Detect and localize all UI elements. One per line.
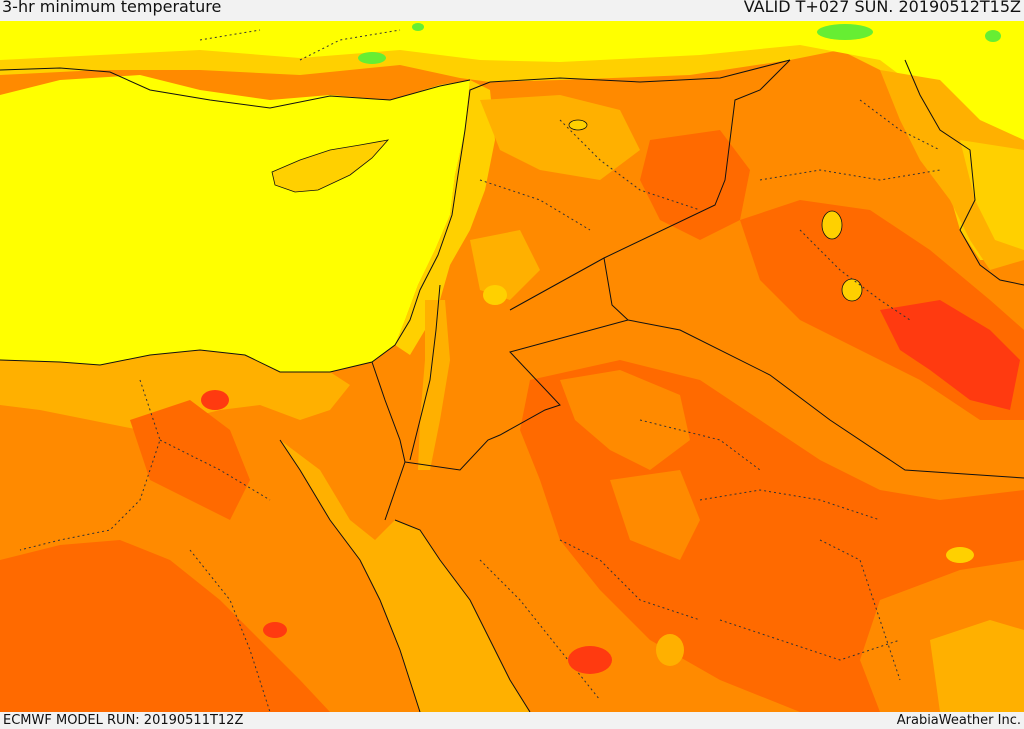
red-sea-stroke: [279, 439, 421, 712]
hot-spot-2: [568, 646, 612, 674]
border-syria-iraq: [509, 59, 791, 311]
green-patch-4: [412, 23, 424, 31]
egypt-red-2: [130, 400, 250, 520]
egypt-amber: [0, 350, 350, 430]
egypt-red: [0, 540, 330, 712]
coastal-band: [395, 80, 495, 355]
credit: ArabiaWeather Inc.: [896, 713, 1021, 728]
coastline-north: [0, 67, 471, 109]
hot-spot-3: [263, 622, 287, 638]
lake-3: [568, 119, 588, 131]
border-jordan-river: [409, 284, 441, 461]
iraq-hot: [640, 130, 750, 240]
hot-spot-1: [201, 390, 229, 410]
border-jordan-saudi: [404, 257, 629, 471]
iran-yellow: [960, 140, 1024, 250]
coastline-med: [0, 81, 491, 373]
lake-2: [841, 278, 863, 302]
southeast-amber: [930, 620, 1024, 712]
green-patch-2: [985, 30, 1001, 42]
border-turkey-syria: [489, 59, 791, 83]
coastline-gulf: [904, 59, 1024, 286]
amber-spot-1: [483, 285, 507, 305]
north-strip-yellow: [0, 21, 1024, 180]
levant-amber-2: [470, 230, 540, 300]
internal-boundaries: [19, 29, 941, 712]
amber-spot-2: [656, 634, 684, 666]
border-iraq-saudi: [627, 319, 1024, 479]
lake-1: [821, 210, 843, 240]
map-canvas: [0, 21, 1024, 712]
map-title: 3-hr minimum temperature: [2, 0, 222, 16]
border-egypt-israel: [371, 361, 406, 521]
arabia-light-2: [610, 470, 700, 560]
mediterranean-sea: [0, 75, 470, 372]
levant-amber: [480, 95, 640, 180]
iraq-red: [880, 300, 1020, 410]
green-patch-1: [817, 24, 873, 40]
red-sea-stroke-2: [394, 519, 531, 712]
dead-sea-amber: [418, 300, 450, 470]
model-run: ECMWF MODEL RUN: 20190511T12Z: [3, 713, 244, 728]
map-header: 3-hr minimum temperature VALID T+027 SUN…: [0, 0, 1024, 21]
map-footer: ECMWF MODEL RUN: 20190511T12Z ArabiaWeat…: [0, 712, 1024, 729]
red-sea: [280, 440, 530, 712]
arabia-light: [560, 370, 690, 470]
temperature-map: [0, 21, 1024, 712]
valid-time: VALID T+027 SUN. 20190512T15Z: [743, 0, 1021, 16]
cyprus: [271, 139, 390, 193]
amber-spot-3: [946, 547, 974, 563]
green-patch-3: [358, 52, 386, 64]
